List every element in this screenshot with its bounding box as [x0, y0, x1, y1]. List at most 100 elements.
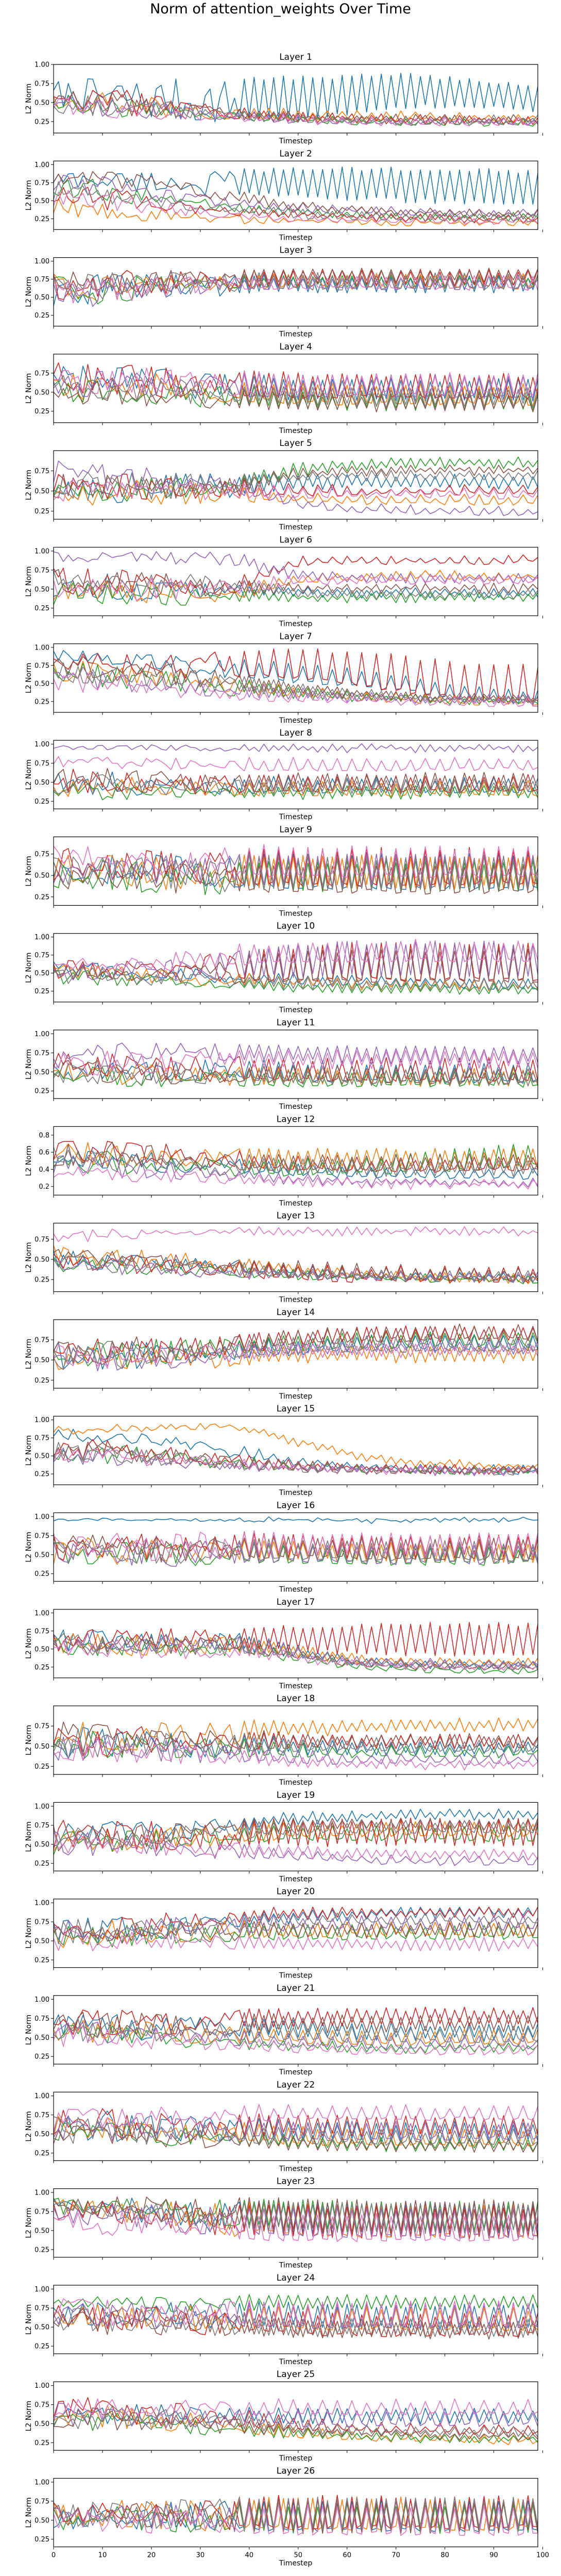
layer-19-ylabel: L2 Norm: [25, 1821, 33, 1852]
layer-14-xlabel: Timestep: [279, 1392, 313, 1401]
layer-22-ylabel: L2 Norm: [25, 2111, 33, 2141]
layer-2-series-line: [54, 198, 538, 226]
layer-15-series-line: [54, 1449, 538, 1476]
layer-10-series-line: [54, 948, 538, 985]
layer-2-ytick-label: 1.00: [35, 161, 49, 169]
layer-22-xlabel: Timestep: [279, 2165, 313, 2173]
layer-5-ytick-label: 0.50: [35, 488, 49, 495]
layer-9-series-line: [54, 844, 538, 880]
layer-9-axes-frame: [53, 836, 538, 906]
layer-12-ytick-label: 0.4: [39, 1166, 49, 1174]
layer-24-xlabel: Timestep: [279, 2358, 313, 2366]
layer-20-series-line: [54, 1906, 538, 1939]
layer-19-series-line: [54, 1819, 538, 1846]
layer-21-ylabel: L2 Norm: [25, 2015, 33, 2045]
layer-26-xtick-label: 50: [294, 2552, 302, 2560]
layer-17-ytick-label: 0.75: [35, 1627, 49, 1635]
layer-6-series-line: [54, 574, 538, 601]
layer-20-series-line: [54, 1923, 538, 1948]
layer-8-xlabel: Timestep: [279, 813, 313, 821]
layer-25-series-line: [54, 2405, 538, 2438]
layer-22-series-line: [54, 2124, 538, 2153]
layer-6-axes-frame: [53, 546, 538, 617]
layer-2-series-line: [54, 190, 538, 225]
layer-14-series-line: [54, 1334, 538, 1370]
layer-8-series-line: [54, 756, 538, 772]
layer-23-ytick-label: 1.00: [35, 2189, 49, 2197]
layer-22-ytick-label: 0.25: [35, 2150, 49, 2157]
layer-17-title: Layer 17: [277, 1597, 315, 1607]
layer-15-series-line: [54, 1439, 538, 1475]
layer-23-ytick-label: 0.25: [35, 2246, 49, 2254]
layer-24-title: Layer 24: [277, 2273, 315, 2283]
layer-10-ytick-label: 1.00: [35, 934, 49, 941]
layer-6-ytick-label: 0.25: [35, 605, 49, 612]
layer-7-xlabel: Timestep: [279, 717, 313, 725]
layer-15-axes-frame: [53, 1416, 538, 1485]
layer-17-series-line: [54, 1636, 538, 1671]
layer-10-ytick-label: 0.75: [35, 952, 49, 959]
layer-10-ylabel: L2 Norm: [25, 953, 33, 983]
layer-11-ylabel: L2 Norm: [25, 1049, 33, 1079]
layer-11-ytick-label: 0.75: [35, 1050, 49, 1057]
layer-8-ytick-label: 0.50: [35, 779, 49, 787]
layer-25-series-line: [54, 2398, 538, 2418]
layer-17-series-line: [54, 1639, 538, 1671]
layer-20-xlabel: Timestep: [279, 1972, 313, 1980]
layer-14-series-line: [54, 1342, 538, 1369]
layer-26-ylabel: L2 Norm: [25, 2497, 33, 2528]
layer-19-series-line: [54, 1825, 538, 1855]
layer-15-ytick-label: 1.00: [35, 1417, 49, 1424]
layer-25-ytick-label: 0.50: [35, 2420, 49, 2428]
layer-21-ytick-label: 0.50: [35, 2034, 49, 2042]
layer-6-xlabel: Timestep: [279, 620, 313, 628]
layer-19-series-line: [54, 1817, 538, 1851]
layer-10-axes-frame: [53, 933, 538, 1003]
layer-6-title: Layer 6: [279, 535, 312, 545]
layer-19-series-line: [54, 1831, 538, 1861]
layer-22-title: Layer 22: [277, 2080, 315, 2090]
layer-8-title: Layer 8: [279, 728, 312, 738]
layer-26-xtick-label: 20: [147, 2552, 156, 2560]
layer-7-series-line: [54, 662, 538, 704]
layer-9-ytick-label: 0.75: [35, 851, 49, 858]
layer-26-series-line: [54, 2496, 538, 2531]
layer-10-title: Layer 10: [277, 921, 315, 932]
layer-21-ytick-label: 1.00: [35, 1996, 49, 2004]
layer-5-ytick-label: 0.75: [35, 468, 49, 475]
layer-24-ytick-label: 0.25: [35, 2343, 49, 2351]
layer-18-ylabel: L2 Norm: [25, 1725, 33, 1755]
layer-13-axes-frame: [53, 1223, 538, 1292]
layer-11-series-line: [54, 1049, 538, 1076]
layer-24-ytick-label: 1.00: [35, 2286, 49, 2294]
layer-22-ytick-label: 0.50: [35, 2131, 49, 2138]
layer-1-series-line: [54, 73, 538, 123]
layer-21-ytick-label: 0.25: [35, 2053, 49, 2061]
layer-20-series-line: [54, 1912, 538, 1943]
layer-15-ytick-label: 0.25: [35, 1471, 49, 1478]
layer-4-ytick-label: 0.50: [35, 389, 49, 396]
layer-7-title: Layer 7: [279, 631, 312, 642]
layer-5-series-line: [54, 478, 538, 502]
layer-16-series-line: [54, 1530, 538, 1561]
layer-7-ytick-label: 0.25: [35, 698, 49, 706]
layer-11-ytick-label: 1.00: [35, 1031, 49, 1038]
layer-11-series-line: [54, 1042, 538, 1069]
layer-19-xlabel: Timestep: [279, 1875, 313, 1883]
layer-24-axes-frame: [53, 2285, 538, 2354]
layer-21-title: Layer 21: [277, 1983, 315, 1993]
layer-20-ytick-label: 0.25: [35, 1956, 49, 1964]
layer-7-ytick-label: 0.75: [35, 662, 49, 670]
layer-6-series-line: [54, 571, 538, 600]
layer-23-title: Layer 23: [277, 2176, 315, 2187]
layer-18-series-line: [54, 1736, 538, 1771]
layer-11-xlabel: Timestep: [279, 1103, 313, 1111]
figure-title: Norm of attention_weights Over Time: [150, 1, 411, 17]
layer-15-ytick-label: 0.50: [35, 1453, 49, 1460]
layer-15-xlabel: Timestep: [279, 1489, 313, 1497]
layer-17-ytick-label: 0.50: [35, 1646, 49, 1653]
layer-18-axes-frame: [53, 1705, 538, 1775]
layer-13-ytick-label: 0.75: [35, 1236, 49, 1243]
layer-10-xlabel: Timestep: [279, 1006, 313, 1015]
layer-5-series-line: [54, 456, 538, 502]
